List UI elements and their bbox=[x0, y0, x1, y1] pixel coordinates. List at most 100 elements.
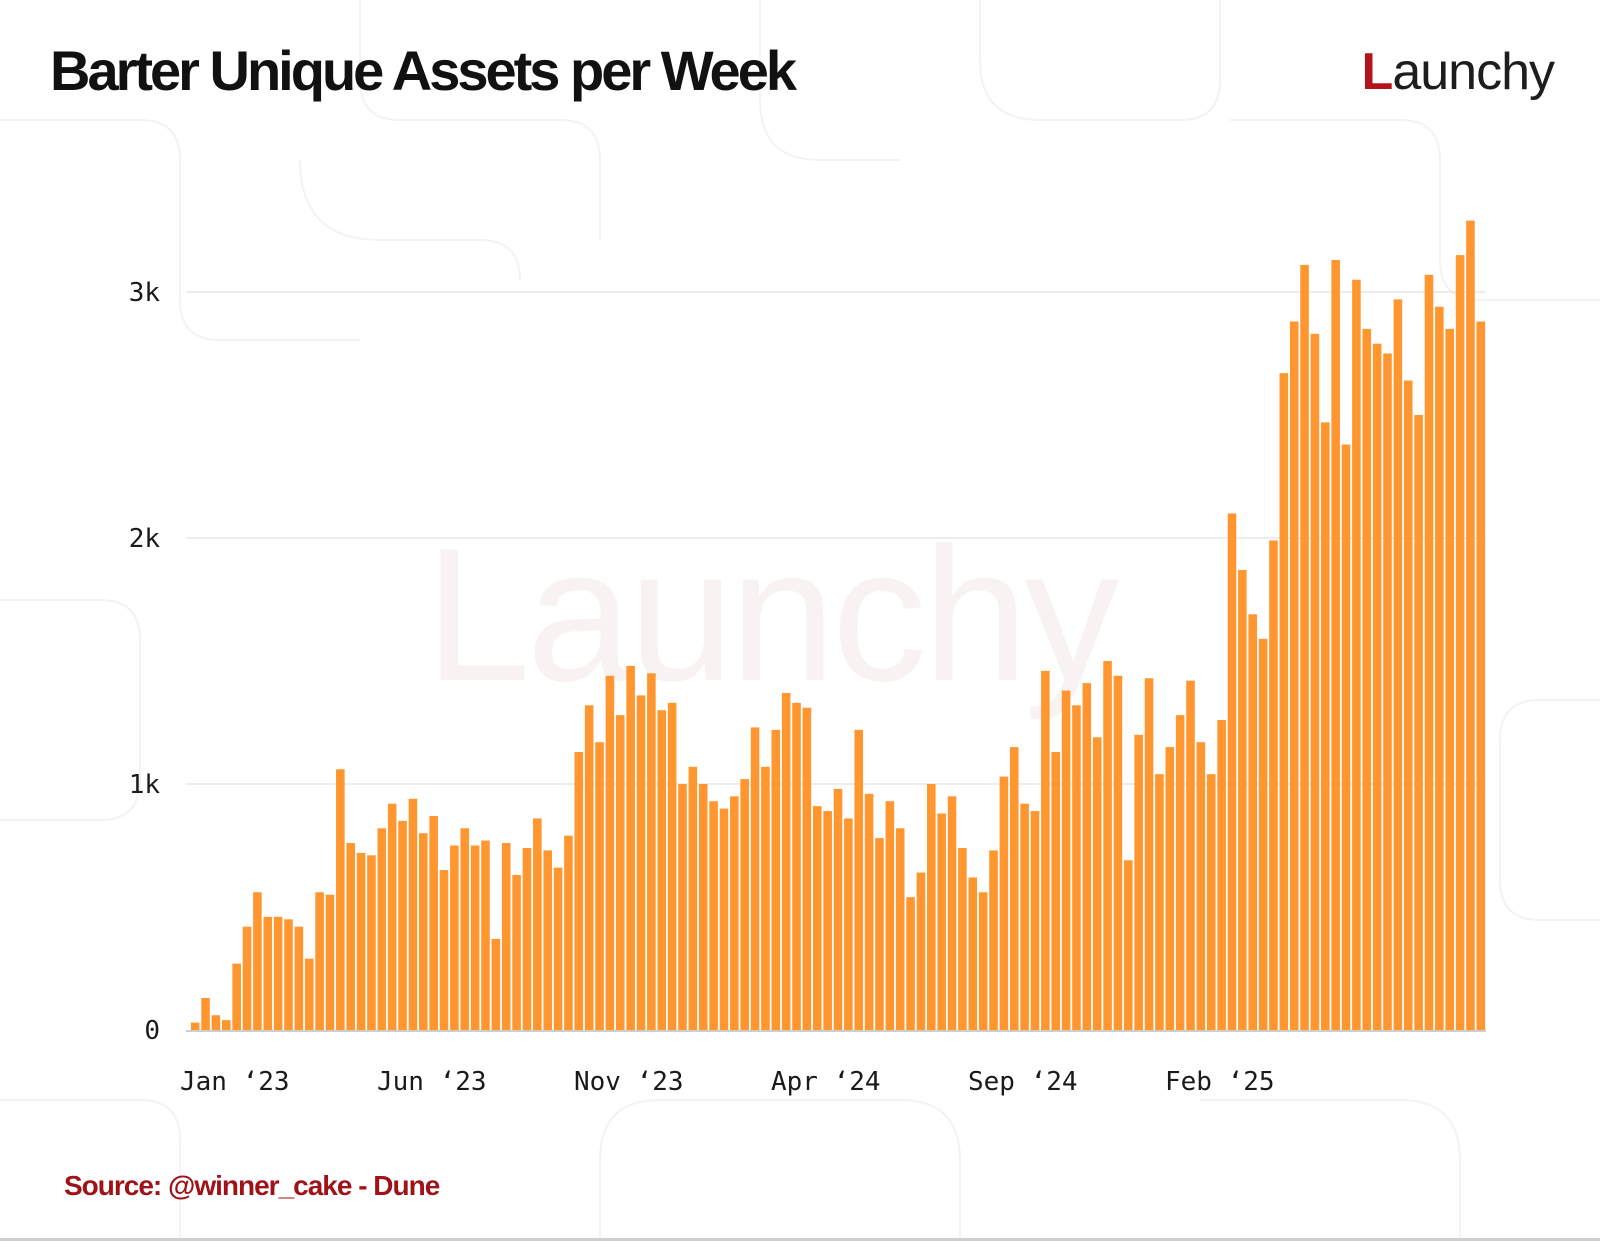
bar bbox=[906, 897, 915, 1030]
bar bbox=[698, 784, 708, 1030]
bar bbox=[854, 729, 864, 1030]
bar bbox=[470, 845, 480, 1030]
bar bbox=[1466, 220, 1475, 1030]
bar bbox=[491, 938, 501, 1030]
bar bbox=[595, 742, 604, 1030]
bar bbox=[398, 820, 407, 1030]
bar bbox=[709, 801, 718, 1030]
bar bbox=[429, 815, 438, 1030]
chart-title: Barter Unique Assets per Week bbox=[50, 39, 797, 102]
bar bbox=[1445, 328, 1454, 1030]
bar bbox=[512, 875, 521, 1030]
bar bbox=[1103, 661, 1112, 1030]
bar bbox=[636, 695, 646, 1030]
bar bbox=[543, 850, 552, 1030]
bar bbox=[1051, 752, 1061, 1030]
bar bbox=[1175, 715, 1185, 1030]
bar bbox=[1352, 279, 1361, 1030]
bar bbox=[927, 784, 936, 1030]
bar bbox=[968, 877, 978, 1030]
bar bbox=[346, 843, 355, 1030]
bar bbox=[812, 806, 822, 1030]
bar bbox=[1258, 638, 1268, 1030]
brand-logo: Launchy bbox=[1361, 43, 1555, 101]
bar bbox=[771, 729, 781, 1030]
bar bbox=[916, 872, 926, 1030]
bar bbox=[937, 813, 946, 1030]
bar bbox=[1238, 569, 1247, 1030]
bar bbox=[1217, 720, 1226, 1030]
bar bbox=[325, 894, 335, 1030]
bar bbox=[1092, 737, 1102, 1030]
bar bbox=[626, 665, 635, 1030]
bar bbox=[999, 776, 1009, 1030]
source-credit: Source: @winner_cake - Dune bbox=[64, 1170, 440, 1201]
bar bbox=[584, 705, 594, 1030]
y-tick-label: 3k bbox=[129, 278, 161, 308]
x-tick-label: Nov ‘23 bbox=[574, 1067, 684, 1097]
x-tick-label: Feb ‘25 bbox=[1165, 1067, 1275, 1097]
bar bbox=[356, 852, 366, 1030]
bar bbox=[844, 818, 853, 1030]
x-tick-label: Sep ‘24 bbox=[968, 1067, 1078, 1097]
bar bbox=[1269, 540, 1278, 1030]
x-tick-label: Jan ‘23 bbox=[180, 1067, 290, 1097]
bar bbox=[688, 766, 698, 1030]
bar bbox=[481, 840, 490, 1030]
bar bbox=[201, 998, 210, 1030]
bar bbox=[895, 828, 905, 1030]
bar bbox=[792, 702, 801, 1030]
bar bbox=[211, 1015, 221, 1030]
bar bbox=[750, 727, 760, 1030]
bar bbox=[1227, 513, 1237, 1030]
bar bbox=[533, 818, 542, 1030]
bar bbox=[678, 784, 687, 1030]
bar bbox=[1155, 774, 1164, 1030]
bar bbox=[885, 801, 895, 1030]
bar bbox=[1020, 803, 1029, 1030]
watermark-logo: Launchy bbox=[425, 509, 1119, 721]
bar bbox=[377, 828, 387, 1030]
bar bbox=[875, 838, 884, 1030]
bar bbox=[553, 867, 563, 1030]
logo-letter: L bbox=[1361, 43, 1394, 101]
bar bbox=[1393, 299, 1403, 1030]
bar bbox=[1009, 747, 1019, 1030]
y-tick-label: 1k bbox=[129, 770, 161, 800]
bar bbox=[947, 796, 957, 1030]
bar bbox=[1082, 683, 1092, 1030]
bar bbox=[253, 892, 262, 1030]
bar bbox=[605, 675, 615, 1030]
bar bbox=[284, 919, 293, 1030]
bar bbox=[336, 769, 345, 1030]
bar bbox=[1435, 306, 1444, 1030]
bar bbox=[1113, 675, 1123, 1030]
bar bbox=[1186, 680, 1195, 1030]
bar bbox=[1144, 678, 1154, 1030]
x-tick-label: Apr ‘24 bbox=[771, 1067, 881, 1097]
x-axis-labels: Jan ‘23 Jun ‘23 Nov ‘23 Apr ‘24 Sep ‘24 Feb ‘… bbox=[180, 1067, 1275, 1097]
bar bbox=[304, 958, 314, 1030]
bar bbox=[1206, 774, 1216, 1030]
bar bbox=[1310, 333, 1320, 1030]
bar bbox=[294, 926, 304, 1030]
bar bbox=[657, 710, 667, 1030]
bar bbox=[1403, 380, 1413, 1030]
bar bbox=[823, 811, 832, 1030]
bar bbox=[1321, 422, 1330, 1030]
bar bbox=[418, 833, 428, 1030]
bar bbox=[1124, 860, 1133, 1030]
y-axis-labels: 0 1k 2k 3k bbox=[129, 278, 161, 1046]
y-tick-label: 0 bbox=[144, 1016, 160, 1046]
logo-text: aunchy bbox=[1392, 43, 1555, 101]
bar bbox=[387, 803, 397, 1030]
bar bbox=[1300, 264, 1309, 1030]
bar bbox=[802, 707, 812, 1030]
bar bbox=[1341, 444, 1351, 1030]
bar bbox=[833, 788, 843, 1030]
bar bbox=[781, 692, 791, 1030]
bar bbox=[1279, 373, 1289, 1030]
bar bbox=[460, 828, 470, 1030]
